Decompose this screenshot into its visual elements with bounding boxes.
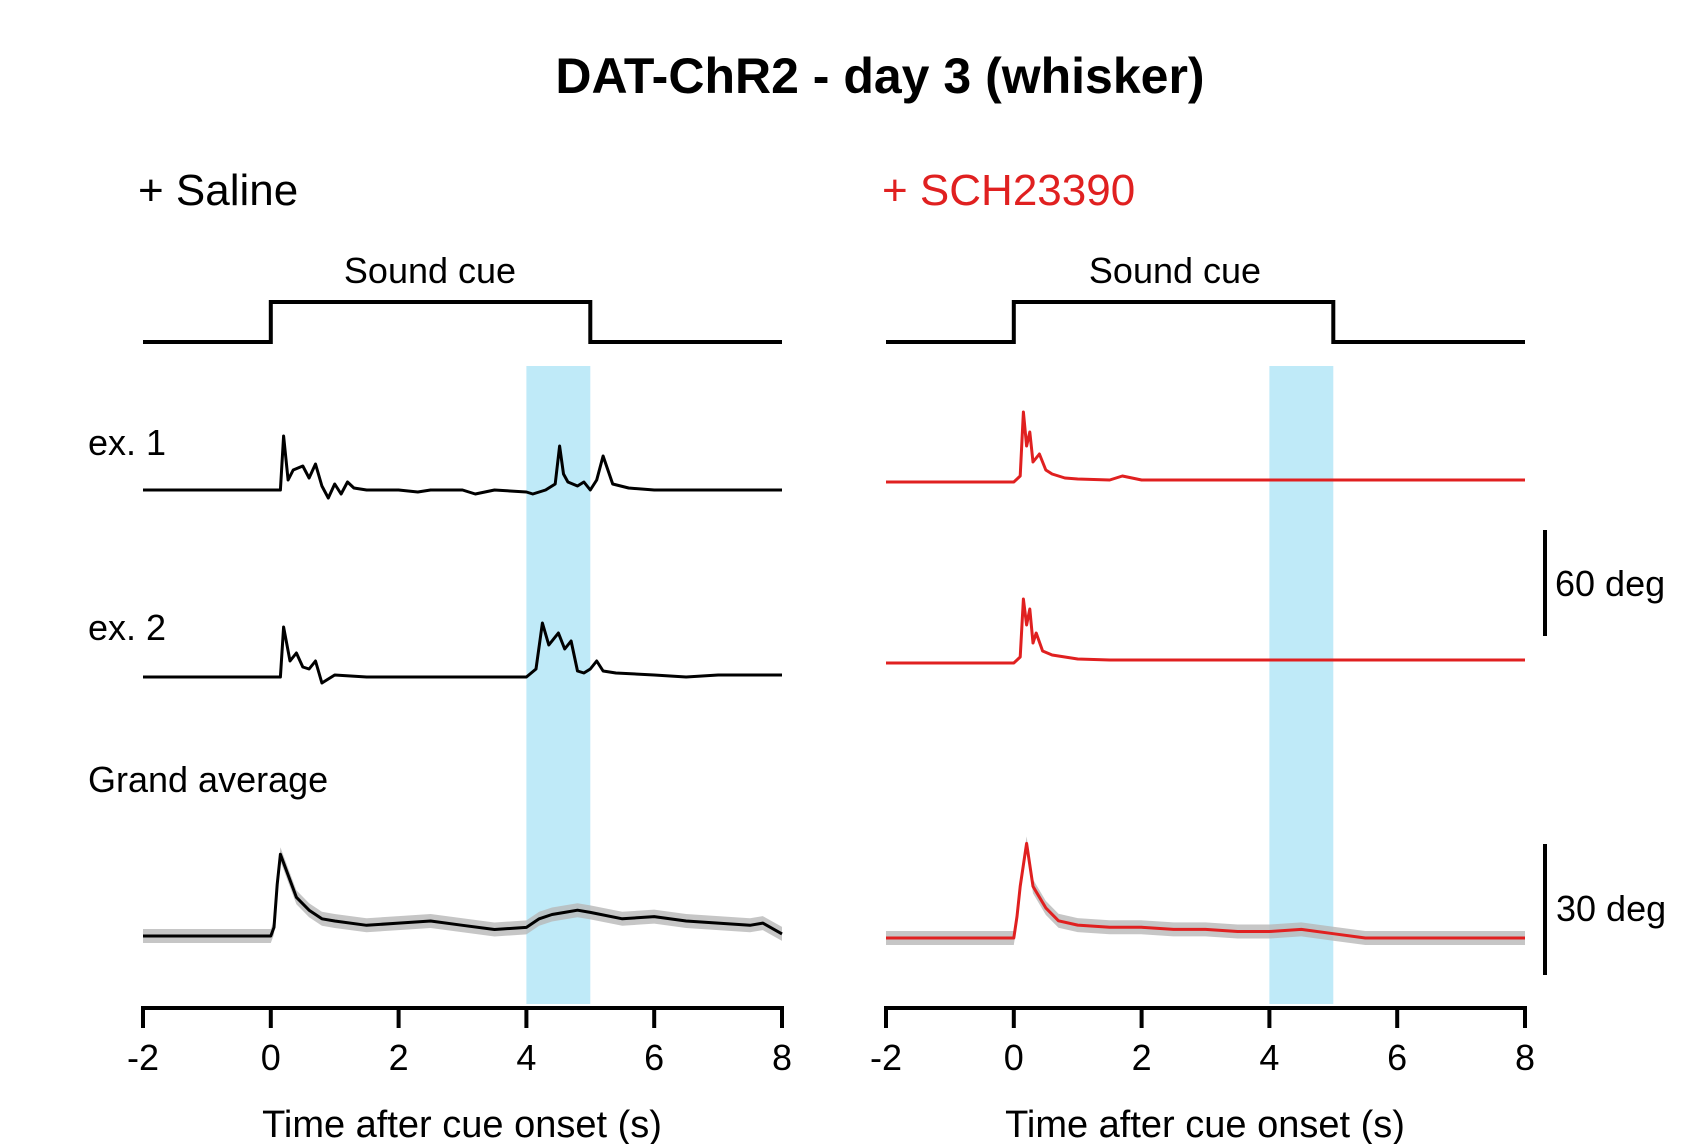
trace-ex1-saline <box>143 434 782 500</box>
trace-ex2-saline <box>143 621 782 685</box>
sound-cue-label-sch23390: Sound cue <box>1089 250 1261 291</box>
panel-sch23390: + SCH23390 Sound cue Time after cue onse… <box>870 166 1535 1144</box>
x-tick-label-sch23390-5: 8 <box>1515 1037 1535 1078</box>
scale-bar-examples-label: 60 deg <box>1555 563 1665 604</box>
x-axis-label-saline: Time after cue onset (s) <box>262 1104 662 1144</box>
x-tick-label-sch23390-4: 6 <box>1387 1037 1407 1078</box>
trace-grand-average-saline <box>143 852 783 938</box>
condition-label-saline: + Saline <box>138 166 298 215</box>
sound-cue-label-saline: Sound cue <box>344 250 516 291</box>
figure-title: DAT-ChR2 - day 3 (whisker) <box>555 48 1204 104</box>
sem-band-sch23390 <box>886 836 1525 945</box>
stim-band-saline <box>526 366 591 1004</box>
sound-cue-trace-sch23390 <box>886 300 1525 344</box>
row-label-ex2: ex. 2 <box>88 607 166 648</box>
sound-cue-trace-saline <box>143 300 782 344</box>
trace-grand-average-sch23390 <box>886 841 1525 940</box>
x-tick-label-saline-0: -2 <box>127 1037 159 1078</box>
plot-saline <box>143 300 783 1004</box>
x-axis-sch23390: -2 0 2 4 6 8 <box>870 1006 1535 1078</box>
x-axis-saline: -2 0 2 4 6 8 <box>127 1006 792 1078</box>
x-tick-label-saline-2: 2 <box>389 1037 409 1078</box>
x-tick-label-sch23390-1: 0 <box>1004 1037 1024 1078</box>
scale-bar-average-label: 30 deg <box>1556 888 1666 929</box>
trace-ex2-sch23390 <box>886 597 1525 665</box>
row-label-ex1: ex. 1 <box>88 422 166 463</box>
scale-bar-examples: 60 deg <box>1543 530 1665 636</box>
stim-band-sch23390 <box>1269 366 1334 1004</box>
x-axis-label-sch23390: Time after cue onset (s) <box>1005 1104 1405 1144</box>
x-tick-label-saline-5: 8 <box>772 1037 792 1078</box>
plot-sch23390 <box>886 300 1525 1004</box>
row-label-grand-average: Grand average <box>88 759 328 800</box>
panel-saline: + Saline Sound cue ex. 1 ex. 2 Grand ave… <box>88 166 792 1144</box>
x-tick-label-sch23390-3: 4 <box>1259 1037 1279 1078</box>
x-tick-label-saline-3: 4 <box>516 1037 536 1078</box>
x-tick-label-sch23390-2: 2 <box>1132 1037 1152 1078</box>
sem-band-saline <box>143 847 782 943</box>
condition-label-sch23390: + SCH23390 <box>882 166 1135 215</box>
scale-bar-average: 30 deg <box>1543 844 1666 975</box>
x-tick-label-saline-4: 6 <box>644 1037 664 1078</box>
x-tick-label-saline-1: 0 <box>261 1037 281 1078</box>
x-tick-label-sch23390-0: -2 <box>870 1037 902 1078</box>
trace-ex1-sch23390 <box>886 410 1525 484</box>
